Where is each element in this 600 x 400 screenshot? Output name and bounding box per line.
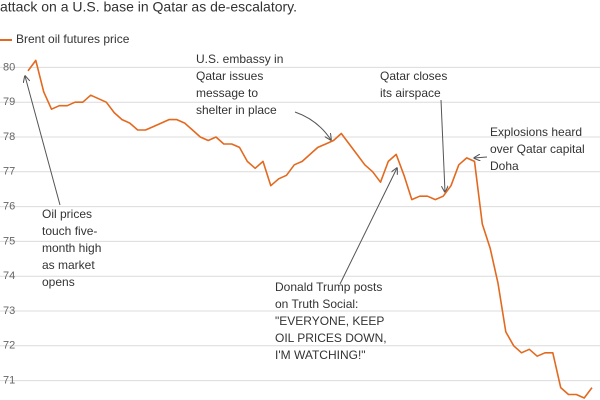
y-tick-label: 75 xyxy=(3,235,15,247)
y-tick-label: 78 xyxy=(3,131,15,143)
y-tick-label: 79 xyxy=(3,96,15,108)
chart-title: attack on a U.S. base in Qatar as de-esc… xyxy=(0,0,297,15)
annotation: Qatar issues xyxy=(196,69,263,83)
y-tick-label: 73 xyxy=(3,305,15,317)
annotation: message to xyxy=(196,86,258,100)
annotation: "EVERYONE, KEEP xyxy=(275,314,384,328)
legend-label: Brent oil futures price xyxy=(16,32,130,46)
arrow xyxy=(440,99,445,192)
y-tick-label: 71 xyxy=(3,375,15,387)
annotation: U.S. embassy in xyxy=(196,52,283,66)
arrow xyxy=(339,168,397,285)
annotation: Oil prices xyxy=(42,207,92,221)
price-line xyxy=(27,59,593,399)
annotation: Doha xyxy=(490,159,519,173)
annotation: I'M WATCHING!" xyxy=(275,348,366,362)
annotation: on Truth Social: xyxy=(275,297,358,311)
annotation: its airspace xyxy=(380,86,441,100)
annotation: shelter in place xyxy=(196,103,277,117)
y-tick-label: 72 xyxy=(3,340,15,352)
arrow xyxy=(25,76,61,206)
arrow xyxy=(474,157,488,158)
annotation: month high xyxy=(42,241,101,255)
annotation: Explosions heard xyxy=(490,125,582,139)
annotation: touch five- xyxy=(42,224,97,238)
arrow xyxy=(294,111,331,140)
annotation: OIL PRICES DOWN, xyxy=(275,331,387,345)
y-tick-label: 80 xyxy=(3,61,15,73)
annotation: as market xyxy=(42,258,95,272)
y-tick-label: 77 xyxy=(3,166,15,178)
annotation: Donald Trump posts xyxy=(275,280,382,294)
annotation: over Qatar capital xyxy=(490,142,585,156)
y-tick-label: 74 xyxy=(3,270,15,282)
annotation: Qatar closes xyxy=(380,69,447,83)
annotation: opens xyxy=(42,275,75,289)
y-tick-label: 76 xyxy=(3,201,15,213)
